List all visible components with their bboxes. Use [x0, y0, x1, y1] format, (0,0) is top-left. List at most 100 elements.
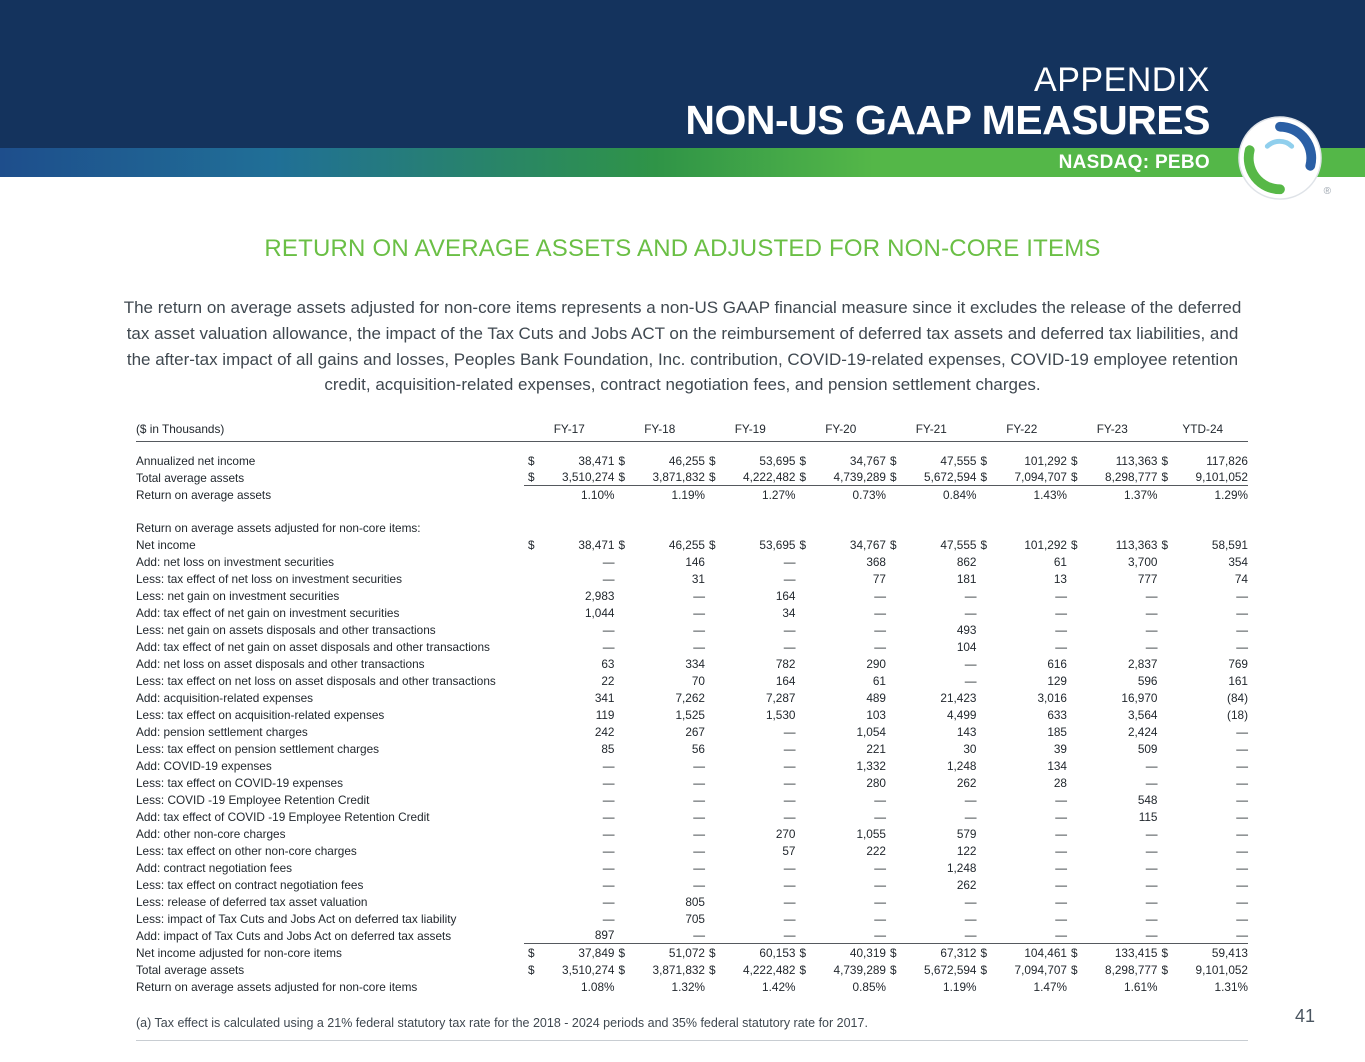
header-text-block: APPENDIX NON-US GAAP MEASURES — [685, 63, 1210, 142]
table-cell: 1.32% — [615, 980, 705, 994]
cell-value: 0.84% — [943, 487, 977, 502]
table-cell: $53,695 — [705, 538, 796, 552]
cell-value: — — [1055, 792, 1067, 807]
cell-value: 3,700 — [1127, 554, 1158, 569]
table-row: Less: net gain on investment securities 2… — [136, 587, 1248, 604]
cell-value: 4,739,289 — [833, 470, 886, 485]
table-cell: 143 — [886, 725, 977, 739]
table-cell: $3,510,274 — [524, 963, 615, 977]
table-cell: 222 — [796, 844, 886, 858]
cell-value: 1.42% — [762, 979, 796, 994]
table-cell: — — [524, 810, 615, 824]
table-row: Less: net gain on assets disposals and o… — [136, 621, 1248, 638]
table-cell: — — [705, 572, 796, 586]
table-cell: — — [1158, 861, 1248, 875]
cell-value: — — [693, 639, 705, 654]
table-cell: $7,094,707 — [977, 470, 1068, 484]
row-values: — — 270 1,055 579 — — — — [524, 825, 1248, 842]
table-cell: 1.27% — [705, 488, 795, 502]
table-cell: $133,415 — [1067, 946, 1158, 960]
table-cell: (84) — [1158, 691, 1248, 705]
cell-value: 40,319 — [849, 945, 886, 960]
row-label: Add: contract negotiation fees — [136, 860, 293, 875]
table-cell: $53,695 — [705, 454, 796, 468]
row-label: Add: tax effect of net gain on investmen… — [136, 605, 400, 620]
table-cell: 769 — [1158, 657, 1248, 671]
cell-value: 133,415 — [1114, 945, 1158, 960]
table-cell: — — [1067, 623, 1158, 637]
cell-value: — — [1145, 639, 1158, 654]
cell-value: 61 — [872, 673, 886, 688]
table-row: Add: acquisition-related expenses 341 7,26… — [136, 689, 1248, 706]
unit-label: ($ in Thousands) — [136, 422, 225, 437]
row-values: 897 — — — — — — — — [524, 927, 1248, 945]
cell-value: 1.37% — [1124, 487, 1158, 502]
cell-value: 101,292 — [1024, 453, 1067, 468]
cell-value: — — [1055, 843, 1067, 858]
table-cell: — — [1158, 810, 1248, 824]
table-cell: 1.42% — [705, 979, 796, 994]
row-values: 85 56 — 221 30 39 509 — — [524, 740, 1248, 757]
table-cell: 0.84% — [886, 487, 977, 502]
table-cell: — — [1067, 928, 1158, 942]
cell-value: 34,767 — [849, 537, 886, 552]
table-cell: — — [615, 793, 705, 807]
table-cell: 185 — [977, 725, 1067, 739]
dollar-sign: $ — [1161, 962, 1169, 977]
cell-value: — — [964, 928, 977, 943]
table-row: Add: pension settlement charges 242 267 — 1,… — [136, 723, 1248, 740]
spacer-row — [136, 503, 1248, 519]
cell-value: 22 — [601, 673, 615, 688]
cell-value: — — [1145, 588, 1158, 603]
table-cell: 1.47% — [977, 980, 1067, 994]
dollar-sign: $ — [709, 962, 716, 977]
table-cell: 2,983 — [524, 589, 615, 603]
cell-value: — — [783, 554, 796, 569]
table-row: Return on average assets 1.10% 1.19% 1.27% 0… — [136, 486, 1248, 503]
cell-value: 221 — [866, 741, 886, 756]
table-cell: 85 — [524, 742, 614, 756]
cell-value: 596 — [1137, 673, 1158, 688]
table-cell: 7,287 — [705, 691, 796, 705]
cell-value: 2,424 — [1127, 724, 1158, 739]
header-title: NON-US GAAP MEASURES — [685, 96, 1210, 143]
table-cell: — — [977, 640, 1067, 654]
cell-value: 616 — [1047, 656, 1067, 671]
table-cell: — — [524, 878, 615, 892]
row-values: 1,044 — 34 — — — — — — [524, 604, 1248, 621]
cell-value: 5,672,594 — [924, 470, 977, 485]
row-values: $3,510,274 $3,871,832 $4,222,482 $4,739,289… — [524, 469, 1248, 487]
table-cell: — — [615, 844, 705, 858]
cell-value: — — [602, 843, 615, 858]
table-row: Less: tax effect on contract negotiation… — [136, 876, 1248, 893]
row-values: $38,471 $46,255 $53,695 $34,767 $47,555 $101,… — [524, 452, 1248, 469]
cell-value: — — [602, 758, 615, 773]
table-cell: 2,424 — [1067, 725, 1158, 739]
table-cell: 1.43% — [977, 488, 1067, 502]
cell-value: 53,695 — [759, 453, 796, 468]
dollar-sign: $ — [890, 537, 897, 552]
table-cell: 1,055 — [796, 827, 886, 841]
row-label: Less: tax effect on net loss on asset di… — [136, 673, 496, 688]
table-cell: — — [1158, 928, 1248, 942]
cell-value: 74 — [1234, 571, 1248, 586]
table-cell: — — [1158, 725, 1248, 739]
table-cell: — — [1158, 623, 1248, 637]
cell-value: 34 — [782, 605, 796, 620]
table-cell: 1.10% — [524, 488, 614, 502]
table-cell: — — [977, 843, 1067, 858]
table-cell: — — [1158, 827, 1248, 841]
table-cell: — — [615, 928, 705, 942]
table-row: Add: impact of Tax Cuts and Jobs Act on … — [136, 927, 1248, 945]
cell-value: 368 — [866, 554, 886, 569]
cell-value: — — [1236, 741, 1248, 756]
dollar-sign: $ — [980, 945, 988, 960]
cell-value: — — [693, 605, 705, 620]
table-cell: — — [705, 555, 796, 569]
row-label: Less: tax effect on COVID-19 expenses — [136, 775, 343, 790]
cell-value: 104 — [956, 639, 977, 654]
cell-value: 38,471 — [578, 453, 615, 468]
dollar-sign: $ — [980, 453, 988, 468]
table-cell: 3,016 — [977, 691, 1067, 705]
cell-value: — — [783, 758, 796, 773]
